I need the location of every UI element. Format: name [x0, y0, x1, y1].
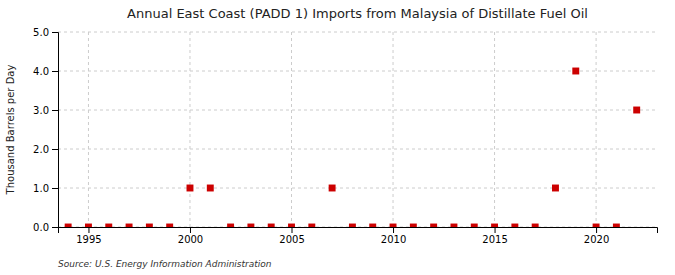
y-tick-label: 5.0	[33, 27, 49, 38]
x-axis: 1995 2000 2005 2010 2015 2020	[59, 227, 658, 245]
x-grid-line	[494, 32, 495, 227]
y-tick-mark	[52, 71, 58, 72]
point	[329, 185, 336, 192]
point	[410, 224, 417, 227]
y-grid-line	[58, 110, 657, 111]
point	[227, 224, 234, 227]
x-grid-line	[88, 32, 89, 227]
y-tick-mark	[52, 32, 58, 33]
point	[288, 224, 295, 227]
point	[613, 224, 620, 227]
point	[552, 185, 559, 192]
point	[308, 224, 315, 227]
y-tick-label: 2.0	[33, 144, 49, 155]
y-tick: 2.0	[33, 144, 58, 155]
y-axis: 0.0 1.0 2.0 3.0 4.0 5.0	[33, 27, 58, 233]
x-tick-label: 1995	[76, 234, 101, 245]
x-tick: 2000	[178, 227, 203, 245]
point	[207, 185, 214, 192]
point	[166, 224, 173, 227]
x-grid-line	[596, 32, 597, 227]
x-tick-mark	[292, 227, 293, 233]
x-grid-line	[393, 32, 394, 227]
chart: 1995 2000 2005 2010 2015 2020 0.0 1.0 2.0 3.0 4.0 5…	[0, 0, 675, 275]
point	[126, 224, 133, 227]
y-tick: 4.0	[33, 66, 58, 77]
point	[187, 185, 194, 192]
y-grid-line	[58, 32, 657, 33]
point	[247, 224, 254, 227]
y-grid-line	[58, 71, 657, 72]
y-tick-mark	[52, 188, 58, 189]
y-tick-label: 3.0	[33, 105, 49, 116]
y-axis-line	[52, 33, 59, 228]
point	[65, 224, 72, 227]
grid	[58, 32, 657, 227]
y-tick-mark	[52, 110, 58, 111]
point	[491, 224, 498, 227]
x-tick: 2015	[482, 227, 507, 245]
y-tick: 1.0	[33, 183, 58, 194]
x-grid-line	[291, 32, 292, 227]
y-grid-line	[58, 149, 657, 150]
point	[572, 68, 579, 75]
point	[532, 224, 539, 227]
point	[511, 224, 518, 227]
y-tick: 3.0	[33, 105, 58, 116]
title: Annual East Coast (PADD 1) Imports from …	[127, 6, 588, 21]
y-tick-mark	[52, 149, 58, 150]
y-tick-label: 0.0	[33, 222, 49, 233]
point	[430, 224, 437, 227]
y-axis-title: Thousand Barrels per Day	[5, 65, 16, 196]
point	[85, 224, 92, 227]
x-tick-mark	[596, 227, 597, 233]
x-tick: 2010	[381, 227, 406, 245]
point	[390, 224, 397, 227]
y-tick: 0.0	[33, 222, 58, 233]
x-tick-mark	[495, 227, 496, 233]
x-tick-mark	[190, 227, 191, 233]
x-axis-line	[59, 228, 658, 234]
x-tick-label: 2005	[279, 234, 304, 245]
y-grid-line	[58, 188, 657, 189]
x-tick-label: 2015	[482, 234, 507, 245]
x-tick: 2020	[584, 227, 609, 245]
source-note: Source: U.S. Energy Information Administ…	[58, 259, 272, 269]
y-tick: 5.0	[33, 27, 58, 38]
point	[633, 107, 640, 114]
x-grid-line	[189, 32, 190, 227]
point	[146, 224, 153, 227]
points	[65, 68, 640, 227]
point	[268, 224, 275, 227]
y-tick-label: 1.0	[33, 183, 49, 194]
y-tick-label: 4.0	[33, 66, 49, 77]
x-tick-mark	[393, 227, 394, 233]
point	[450, 224, 457, 227]
x-tick-label: 2010	[381, 234, 406, 245]
x-tick: 1995	[76, 227, 101, 245]
x-tick-label: 2000	[178, 234, 203, 245]
y-tick-mark	[52, 227, 58, 228]
x-tick: 2005	[279, 227, 304, 245]
plot: 1995 2000 2005 2010 2015 2020 0.0 1.0 2.0 3.0 4.0 5…	[33, 27, 657, 245]
point	[369, 224, 376, 227]
point	[349, 224, 356, 227]
point	[471, 224, 478, 227]
point	[593, 224, 600, 227]
point	[105, 224, 112, 227]
x-tick-label: 2020	[584, 234, 609, 245]
x-tick-mark	[88, 227, 89, 233]
